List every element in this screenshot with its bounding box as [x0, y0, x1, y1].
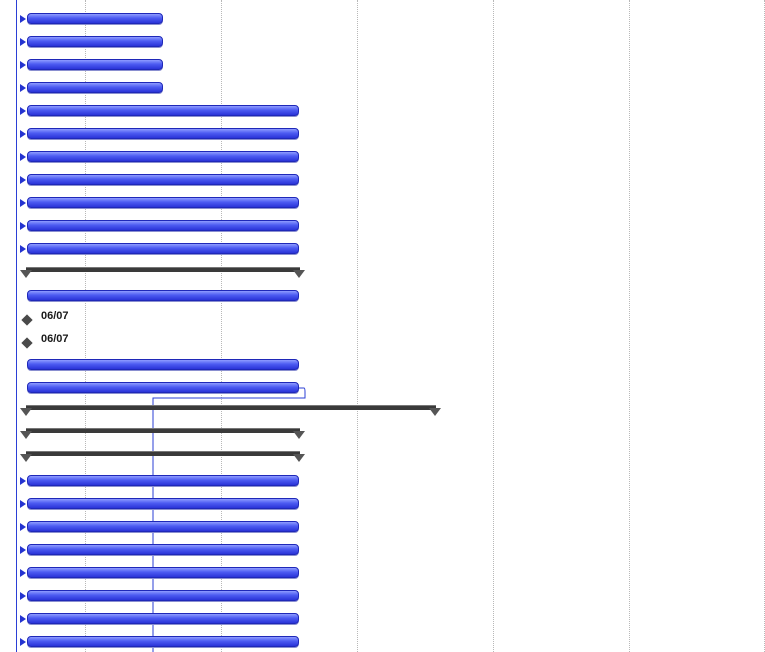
dependency-arrow [20, 592, 26, 600]
task-bar[interactable] [27, 82, 163, 93]
summary-start-cap [20, 431, 32, 439]
task-bar[interactable] [27, 613, 299, 624]
dependency-arrow [20, 477, 26, 485]
summary-start-cap [20, 454, 32, 462]
dependency-arrow [20, 38, 26, 46]
task-bar[interactable] [27, 151, 299, 162]
dependency-arrow [20, 107, 26, 115]
task-bar[interactable] [27, 105, 299, 116]
summary-bar[interactable] [26, 267, 300, 272]
summary-bar[interactable] [26, 405, 436, 410]
task-bar[interactable] [27, 36, 163, 47]
milestone-date-label: 06/07 [41, 333, 69, 345]
dependency-arrow [20, 615, 26, 623]
task-bar[interactable] [27, 544, 299, 555]
dependency-arrow [20, 546, 26, 554]
dependency-arrow [20, 222, 26, 230]
dependency-arrow [20, 500, 26, 508]
task-bar[interactable] [27, 567, 299, 578]
task-bar[interactable] [27, 220, 299, 231]
task-bar[interactable] [27, 197, 299, 208]
dependency-arrow [20, 153, 26, 161]
task-bar[interactable] [27, 174, 299, 185]
dependency-arrow [20, 638, 26, 646]
milestone-date-label: 06/07 [41, 310, 69, 322]
task-bar[interactable] [27, 359, 299, 370]
task-bar[interactable] [27, 13, 163, 24]
task-bar[interactable] [27, 521, 299, 532]
timeline-gridline [221, 0, 222, 652]
timeline-gridline [85, 0, 86, 652]
summary-start-cap [20, 408, 32, 416]
task-bar[interactable] [27, 590, 299, 601]
task-bar[interactable] [27, 498, 299, 509]
summary-end-cap [293, 454, 305, 462]
dependency-arrow [20, 199, 26, 207]
summary-bar[interactable] [26, 451, 300, 456]
summary-end-cap [293, 431, 305, 439]
summary-start-cap [20, 270, 32, 278]
dependency-arrow [20, 569, 26, 577]
task-bar[interactable] [27, 243, 299, 254]
task-bar[interactable] [27, 636, 299, 647]
task-bar[interactable] [27, 59, 163, 70]
summary-bar[interactable] [26, 428, 300, 433]
dependency-arrow [20, 130, 26, 138]
task-bar[interactable] [27, 475, 299, 486]
summary-end-cap [293, 270, 305, 278]
dependency-arrow [20, 176, 26, 184]
project-start-line [16, 0, 17, 652]
dependency-arrow [20, 84, 26, 92]
summary-end-cap [429, 408, 441, 416]
dependency-arrow [20, 245, 26, 253]
dependency-arrow [20, 61, 26, 69]
task-bar[interactable] [27, 290, 299, 301]
task-bar[interactable] [27, 128, 299, 139]
timeline-gridline [357, 0, 358, 652]
timeline-gridline [493, 0, 494, 652]
timeline-gridline [629, 0, 630, 652]
task-bar[interactable] [27, 382, 299, 393]
dependency-arrow [20, 15, 26, 23]
dependency-arrow [20, 523, 26, 531]
